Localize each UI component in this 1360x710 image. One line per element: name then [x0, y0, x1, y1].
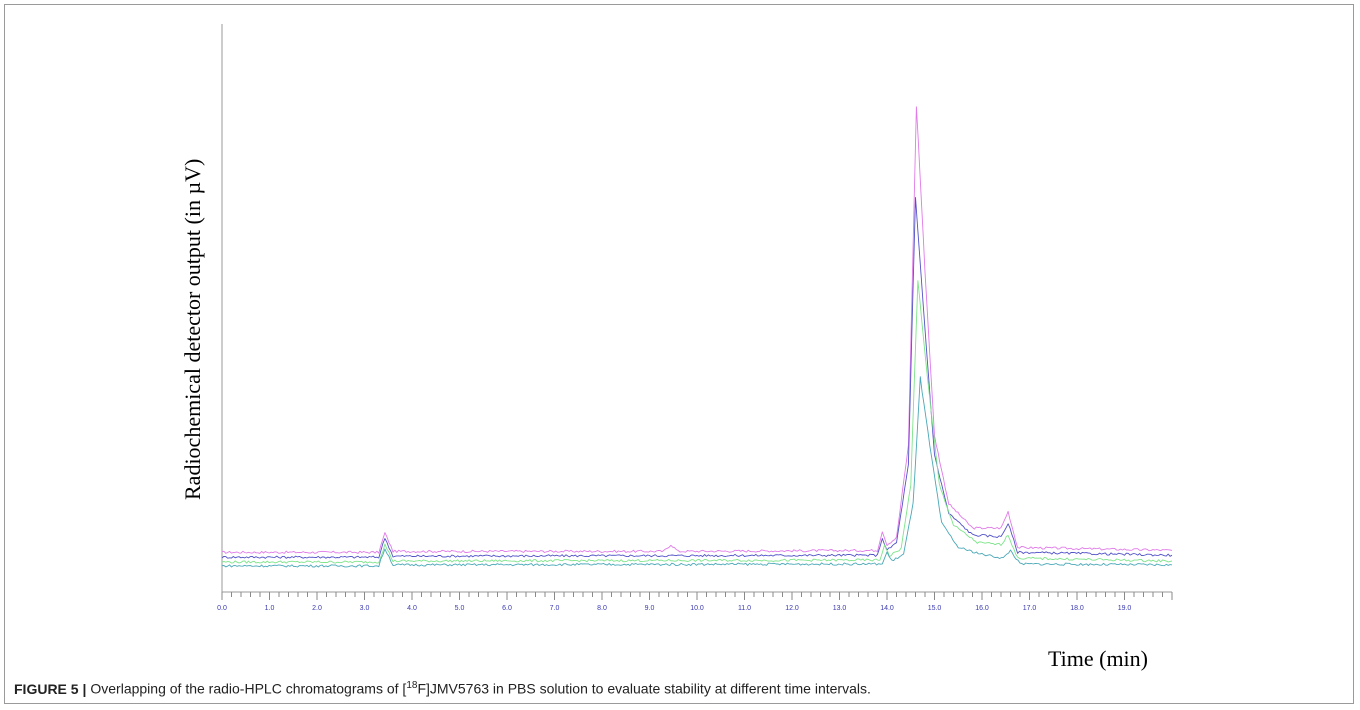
x-tick-labels: 0.0 1.0 2.0 3.0 4.0 5.0 6.0 7.0 8.0 9.0 10.0 11.0 12… [217, 605, 1131, 612]
x-axis-title: Time (min) [1047, 646, 1148, 671]
figure-frame [4, 4, 1354, 704]
x-tick-label: 12.0 [785, 605, 799, 612]
x-tick-label: 13.0 [833, 605, 847, 612]
x-tick-label: 15.0 [928, 605, 942, 612]
caption-text-after: F]JMV5763 in PBS solution to evaluate st… [417, 680, 871, 697]
x-tick-label: 14.0 [880, 605, 894, 612]
chromatogram-trace-1 [221, 106, 1173, 554]
x-tick-label: 2.0 [312, 605, 322, 612]
x-tick-label: 0.0 [217, 605, 227, 612]
chromatogram-trace-4 [221, 376, 1173, 568]
x-tick-label: 6.0 [502, 605, 512, 612]
caption-label: FIGURE 5 | [14, 680, 87, 697]
x-tick-label: 11.0 [738, 605, 751, 612]
x-tick-label: 3.0 [360, 605, 370, 612]
x-tick-label: 1.0 [265, 605, 275, 612]
caption-superscript: 18 [406, 680, 418, 691]
x-tick-label: 18.0 [1070, 605, 1084, 612]
figure-caption: FIGURE 5 | Overlapping of the radio-HPLC … [14, 680, 871, 697]
x-tick-label: 19.0 [1118, 605, 1132, 612]
chromatogram-trace-3 [221, 280, 1173, 564]
x-tick-label: 16.0 [975, 605, 989, 612]
x-tick-label: 10.0 [690, 605, 704, 612]
caption-text-before: Overlapping of the radio-HPLC chromatogr… [90, 680, 407, 697]
x-ticks [221, 592, 1173, 600]
x-tick-label: 17.0 [1023, 605, 1037, 612]
chromatogram-trace-2 [221, 196, 1173, 559]
x-tick-label: 4.0 [407, 605, 417, 612]
y-axis-title: Radiochemical detector output (in µV) [180, 158, 205, 500]
x-tick-label: 7.0 [550, 605, 560, 612]
x-tick-label: 9.0 [645, 605, 655, 612]
x-tick-label: 5.0 [455, 605, 465, 612]
x-tick-label: 8.0 [597, 605, 607, 612]
series-group [221, 106, 1173, 568]
